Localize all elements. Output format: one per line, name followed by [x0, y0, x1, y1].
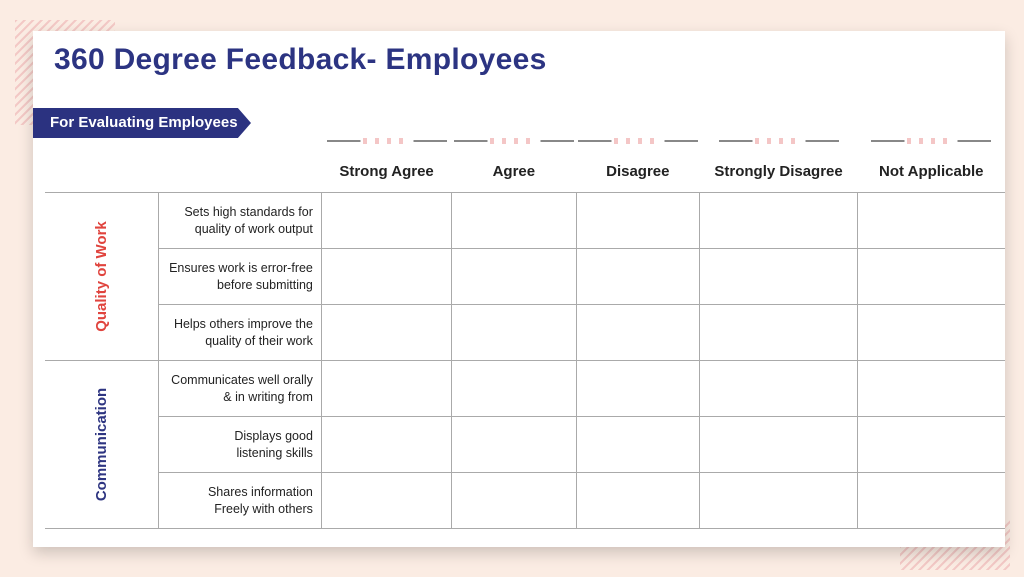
column-header: Agree — [451, 138, 576, 193]
header-decoration — [326, 138, 447, 144]
table-row: Shares information Freely with others — [45, 472, 1005, 529]
rating-cell[interactable] — [320, 248, 453, 305]
header-row: Strong Agree Agree Disagree Strongly Disagr… — [45, 138, 1005, 193]
category-cell: Quality of Work — [45, 192, 160, 361]
rating-cell[interactable] — [857, 248, 1005, 305]
criterion-label: Sets high standards for quality of work o… — [158, 192, 322, 249]
column-header: Not Applicable — [857, 138, 1005, 193]
rating-cell[interactable] — [320, 192, 453, 249]
rating-cell[interactable] — [575, 248, 701, 305]
rating-cell[interactable] — [320, 304, 453, 361]
column-header-label: Strong Agree — [339, 162, 434, 180]
blank-header — [158, 150, 322, 193]
rating-cell[interactable] — [699, 472, 859, 529]
rating-cell[interactable] — [451, 472, 577, 529]
category-label: Quality of Work — [93, 220, 111, 332]
criterion-label: Ensures work is error-free before submitt… — [158, 248, 322, 305]
rating-cell[interactable] — [451, 248, 577, 305]
column-header-label: Not Applicable — [879, 162, 984, 180]
table-row: Displays good listening skills — [45, 416, 1005, 473]
column-header-label: Strongly Disagree — [714, 162, 843, 180]
rating-cell[interactable] — [699, 304, 859, 361]
rating-cell[interactable] — [575, 304, 701, 361]
column-header-label: Disagree — [606, 162, 670, 180]
rating-cell[interactable] — [857, 472, 1005, 529]
rating-cell[interactable] — [451, 192, 577, 249]
header-decoration — [577, 138, 698, 144]
blank-header — [45, 150, 159, 193]
section-banner: For Evaluating Employees — [33, 108, 251, 138]
column-header: Strong Agree — [321, 138, 452, 193]
rating-cell[interactable] — [451, 416, 577, 473]
rating-cell[interactable] — [575, 416, 701, 473]
feedback-table: Strong Agree Agree Disagree Strongly Disagr… — [45, 138, 1005, 529]
criterion-label: Shares information Freely with others — [158, 472, 322, 529]
rating-cell[interactable] — [857, 360, 1005, 417]
rating-cell[interactable] — [320, 360, 453, 417]
rating-cell[interactable] — [451, 304, 577, 361]
rating-cell[interactable] — [699, 192, 859, 249]
category-label: Communication — [93, 387, 111, 501]
criterion-label: Communicates well orally & in writing fro… — [158, 360, 322, 417]
rating-cell[interactable] — [857, 304, 1005, 361]
header-decoration — [871, 138, 992, 144]
table-row: Quality of Work Sets high standards for qu… — [45, 192, 1005, 361]
column-header: Strongly Disagree — [699, 138, 858, 193]
rating-cell[interactable] — [320, 416, 453, 473]
column-header-label: Agree — [492, 162, 536, 180]
criterion-label: Displays good listening skills — [158, 416, 322, 473]
rating-cell[interactable] — [857, 416, 1005, 473]
table-row: Communication Communicates well orally & i… — [45, 360, 1005, 529]
rating-cell[interactable] — [320, 472, 453, 529]
table-row: Helps others improve the quality of their… — [45, 304, 1005, 361]
rating-cell[interactable] — [451, 360, 577, 417]
table-row: Ensures work is error-free before submitt… — [45, 248, 1005, 305]
slide-card: 360 Degree Feedback- Employees For Evalu… — [33, 31, 1005, 547]
rating-cell[interactable] — [699, 248, 859, 305]
rating-cell[interactable] — [857, 192, 1005, 249]
rating-cell[interactable] — [699, 360, 859, 417]
rating-cell[interactable] — [575, 472, 701, 529]
rating-cell[interactable] — [575, 192, 701, 249]
rating-cell[interactable] — [575, 360, 701, 417]
criterion-label: Helps others improve the quality of their… — [158, 304, 322, 361]
rating-cell[interactable] — [699, 416, 859, 473]
page-title: 360 Degree Feedback- Employees — [54, 43, 547, 76]
column-header: Disagree — [576, 138, 700, 193]
header-decoration — [453, 138, 574, 144]
category-cell: Communication — [45, 360, 160, 529]
header-decoration — [718, 138, 839, 144]
